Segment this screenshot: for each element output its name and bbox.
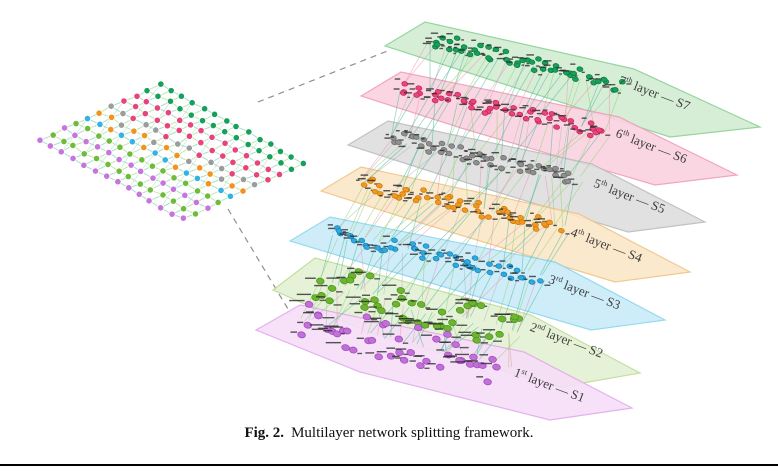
caption-text: Multilayer network splitting framework.: [291, 425, 534, 441]
layer-band-S2: [296, 267, 523, 344]
layer-plane-S3: [288, 216, 667, 331]
layer-bands: [289, 32, 632, 386]
layer-band-S3: [327, 224, 551, 286]
layer-band-S6: [393, 78, 611, 139]
layer-plane-S6: [359, 71, 740, 186]
figure-caption: Fig. 2. Multilayer network splitting fram…: [0, 425, 778, 442]
layer-band-S7: [422, 32, 632, 94]
layer-band-S5: [384, 130, 578, 186]
interlayer-edges: [300, 39, 622, 368]
layer-plane-S5: [346, 120, 707, 233]
connector-dashed-lines: [227, 49, 391, 315]
page-bottom-rule: [0, 464, 778, 466]
layer-plane-S4: [319, 166, 692, 283]
layer-band-S4: [356, 174, 570, 235]
caption-label: Fig. 2.: [244, 425, 285, 441]
merged-network-nodes: [36, 80, 307, 222]
layer-band-S1: [289, 299, 501, 386]
